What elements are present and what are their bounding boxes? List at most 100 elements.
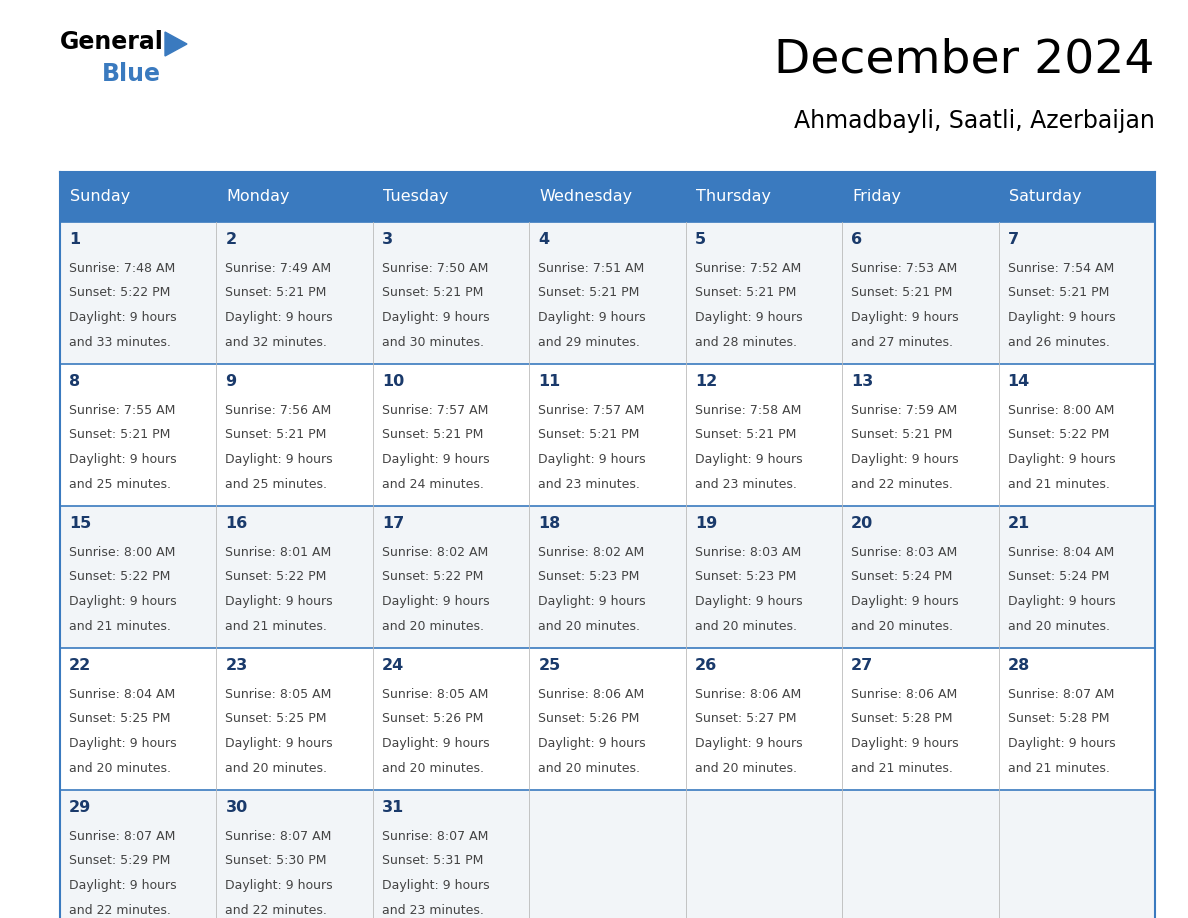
Text: Daylight: 9 hours: Daylight: 9 hours <box>1007 595 1116 608</box>
Text: 6: 6 <box>851 232 862 247</box>
Text: 4: 4 <box>538 232 549 247</box>
Text: 1: 1 <box>69 232 80 247</box>
Text: 8: 8 <box>69 374 80 389</box>
Text: 15: 15 <box>69 516 91 531</box>
Text: Wednesday: Wednesday <box>539 189 632 205</box>
Text: Sunrise: 8:02 AM: Sunrise: 8:02 AM <box>538 546 645 559</box>
Text: Sunrise: 8:04 AM: Sunrise: 8:04 AM <box>1007 546 1114 559</box>
Text: Daylight: 9 hours: Daylight: 9 hours <box>226 737 333 750</box>
Bar <box>61 222 1155 364</box>
Text: and 26 minutes.: and 26 minutes. <box>1007 335 1110 349</box>
Text: Daylight: 9 hours: Daylight: 9 hours <box>226 453 333 466</box>
Text: Sunrise: 7:59 AM: Sunrise: 7:59 AM <box>851 404 958 417</box>
Bar <box>61 172 1155 222</box>
Text: Daylight: 9 hours: Daylight: 9 hours <box>1007 737 1116 750</box>
Bar <box>61 648 1155 790</box>
Text: Daylight: 9 hours: Daylight: 9 hours <box>538 595 646 608</box>
Text: Daylight: 9 hours: Daylight: 9 hours <box>69 595 177 608</box>
Text: and 20 minutes.: and 20 minutes. <box>538 762 640 775</box>
Text: Daylight: 9 hours: Daylight: 9 hours <box>851 737 959 750</box>
Text: Sunset: 5:26 PM: Sunset: 5:26 PM <box>538 712 639 725</box>
Text: Sunrise: 8:06 AM: Sunrise: 8:06 AM <box>851 688 958 701</box>
Text: Daylight: 9 hours: Daylight: 9 hours <box>381 879 489 892</box>
Text: Sunrise: 8:07 AM: Sunrise: 8:07 AM <box>226 830 331 843</box>
Text: Daylight: 9 hours: Daylight: 9 hours <box>381 595 489 608</box>
Text: Sunrise: 8:01 AM: Sunrise: 8:01 AM <box>226 546 331 559</box>
Text: Sunrise: 8:06 AM: Sunrise: 8:06 AM <box>695 688 801 701</box>
Text: Blue: Blue <box>102 62 162 86</box>
Text: Tuesday: Tuesday <box>383 189 448 205</box>
Text: Daylight: 9 hours: Daylight: 9 hours <box>538 311 646 324</box>
Text: Daylight: 9 hours: Daylight: 9 hours <box>226 879 333 892</box>
Text: 13: 13 <box>851 374 873 389</box>
Text: Sunrise: 7:50 AM: Sunrise: 7:50 AM <box>381 262 488 275</box>
Text: and 20 minutes.: and 20 minutes. <box>69 762 171 775</box>
Text: Sunday: Sunday <box>70 189 131 205</box>
Text: Sunrise: 7:54 AM: Sunrise: 7:54 AM <box>1007 262 1114 275</box>
Text: and 20 minutes.: and 20 minutes. <box>538 620 640 633</box>
Text: 12: 12 <box>695 374 718 389</box>
Text: 14: 14 <box>1007 374 1030 389</box>
Text: and 25 minutes.: and 25 minutes. <box>226 477 328 490</box>
Text: and 22 minutes.: and 22 minutes. <box>851 477 953 490</box>
Text: Sunset: 5:25 PM: Sunset: 5:25 PM <box>226 712 327 725</box>
Text: Sunset: 5:24 PM: Sunset: 5:24 PM <box>1007 570 1108 584</box>
Text: 21: 21 <box>1007 516 1030 531</box>
Text: Friday: Friday <box>852 189 902 205</box>
Text: Sunrise: 7:48 AM: Sunrise: 7:48 AM <box>69 262 176 275</box>
Text: Sunset: 5:21 PM: Sunset: 5:21 PM <box>695 429 796 442</box>
Text: Sunset: 5:21 PM: Sunset: 5:21 PM <box>69 429 170 442</box>
Text: Daylight: 9 hours: Daylight: 9 hours <box>851 595 959 608</box>
Text: Sunrise: 7:53 AM: Sunrise: 7:53 AM <box>851 262 958 275</box>
Text: Sunset: 5:21 PM: Sunset: 5:21 PM <box>226 286 327 299</box>
Text: General: General <box>61 30 164 54</box>
Text: 11: 11 <box>538 374 561 389</box>
Text: and 22 minutes.: and 22 minutes. <box>69 903 171 916</box>
Text: 24: 24 <box>381 658 404 673</box>
Text: 25: 25 <box>538 658 561 673</box>
Text: and 22 minutes.: and 22 minutes. <box>226 903 328 916</box>
Text: 17: 17 <box>381 516 404 531</box>
Text: 9: 9 <box>226 374 236 389</box>
Text: 2: 2 <box>226 232 236 247</box>
Text: Sunrise: 7:58 AM: Sunrise: 7:58 AM <box>695 404 801 417</box>
Text: Sunset: 5:22 PM: Sunset: 5:22 PM <box>381 570 484 584</box>
Text: Sunrise: 7:55 AM: Sunrise: 7:55 AM <box>69 404 176 417</box>
Text: 19: 19 <box>695 516 718 531</box>
Text: 23: 23 <box>226 658 247 673</box>
Text: 3: 3 <box>381 232 393 247</box>
Text: and 23 minutes.: and 23 minutes. <box>538 477 640 490</box>
Text: 20: 20 <box>851 516 873 531</box>
Text: and 20 minutes.: and 20 minutes. <box>226 762 328 775</box>
Text: Daylight: 9 hours: Daylight: 9 hours <box>226 311 333 324</box>
Text: 31: 31 <box>381 800 404 815</box>
Text: December 2024: December 2024 <box>775 37 1155 82</box>
Text: Sunset: 5:28 PM: Sunset: 5:28 PM <box>851 712 953 725</box>
Text: Sunset: 5:30 PM: Sunset: 5:30 PM <box>226 855 327 868</box>
Text: 16: 16 <box>226 516 247 531</box>
Text: Sunrise: 8:06 AM: Sunrise: 8:06 AM <box>538 688 645 701</box>
Text: Sunset: 5:21 PM: Sunset: 5:21 PM <box>538 429 639 442</box>
Text: 27: 27 <box>851 658 873 673</box>
Text: and 24 minutes.: and 24 minutes. <box>381 477 484 490</box>
Text: Sunrise: 8:05 AM: Sunrise: 8:05 AM <box>381 688 488 701</box>
Text: and 27 minutes.: and 27 minutes. <box>851 335 953 349</box>
Text: Sunset: 5:21 PM: Sunset: 5:21 PM <box>381 429 484 442</box>
Text: 18: 18 <box>538 516 561 531</box>
Bar <box>61 506 1155 648</box>
Text: Sunrise: 8:00 AM: Sunrise: 8:00 AM <box>1007 404 1114 417</box>
Text: Sunrise: 7:51 AM: Sunrise: 7:51 AM <box>538 262 645 275</box>
Text: Sunrise: 8:04 AM: Sunrise: 8:04 AM <box>69 688 176 701</box>
Text: Daylight: 9 hours: Daylight: 9 hours <box>695 737 802 750</box>
Text: Daylight: 9 hours: Daylight: 9 hours <box>69 737 177 750</box>
Text: Daylight: 9 hours: Daylight: 9 hours <box>538 737 646 750</box>
Text: Sunset: 5:21 PM: Sunset: 5:21 PM <box>851 286 953 299</box>
Text: Sunset: 5:26 PM: Sunset: 5:26 PM <box>381 712 484 725</box>
Text: Sunset: 5:21 PM: Sunset: 5:21 PM <box>851 429 953 442</box>
Text: Sunset: 5:21 PM: Sunset: 5:21 PM <box>538 286 639 299</box>
Text: Thursday: Thursday <box>696 189 771 205</box>
Text: Monday: Monday <box>227 189 290 205</box>
Text: Sunset: 5:22 PM: Sunset: 5:22 PM <box>69 286 170 299</box>
Bar <box>61 364 1155 506</box>
Text: Ahmadbayli, Saatli, Azerbaijan: Ahmadbayli, Saatli, Azerbaijan <box>794 109 1155 133</box>
